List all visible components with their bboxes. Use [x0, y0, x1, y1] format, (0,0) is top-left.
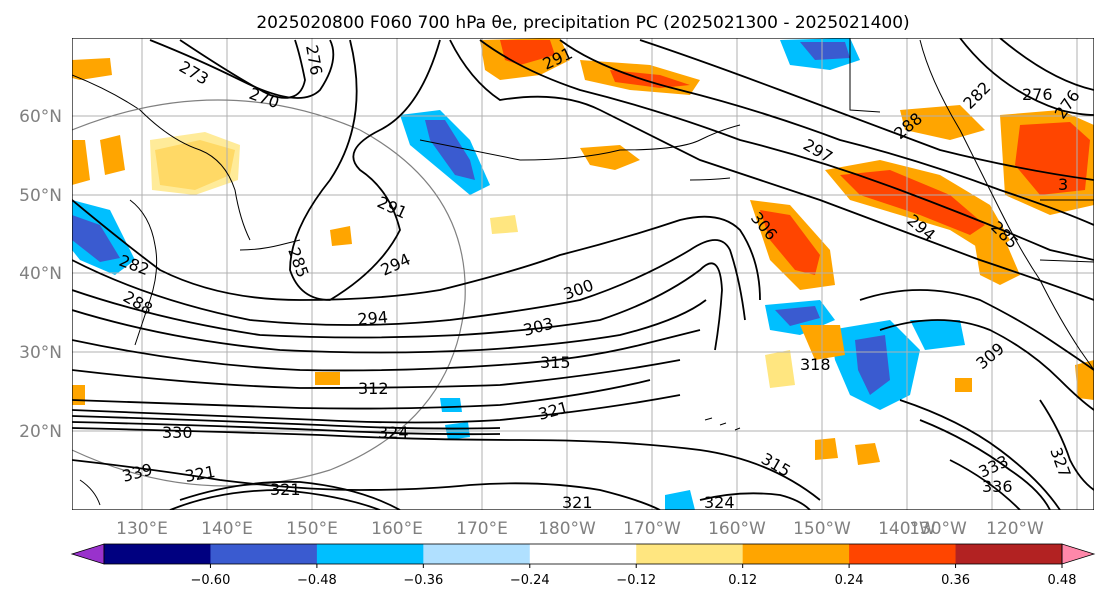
- shade-yellow-blob: [490, 215, 518, 234]
- colorbar-segment: [636, 544, 744, 564]
- shade-darkblue-blob: [855, 335, 890, 395]
- shade-orange-blob: [975, 240, 1020, 285]
- contour-label: 330: [162, 423, 193, 442]
- colorbar-extend-high: [1061, 543, 1096, 565]
- colorbar-tick-label: −0.60: [191, 573, 231, 588]
- contour-label: 315: [540, 353, 571, 372]
- colorbar-segment: [849, 544, 957, 564]
- colorbar-tick-label: 0.24: [835, 573, 864, 588]
- colorbar-extend-low: [70, 543, 105, 565]
- colorbar-tick-label: −0.48: [297, 573, 337, 588]
- contour-label: 321: [562, 493, 593, 512]
- shade-orange-blob: [900, 105, 985, 140]
- shade-orange-blob: [855, 443, 880, 465]
- shade-orange-blob: [72, 140, 90, 185]
- lat-label: 60°N: [19, 107, 62, 127]
- colorbar-tick-label: −0.12: [616, 573, 656, 588]
- lon-label: 130°W: [909, 519, 967, 539]
- lon-label: 160°E: [371, 519, 423, 539]
- shade-blue-blob: [665, 490, 695, 510]
- colorbar-segment: [742, 544, 850, 564]
- shade-orange-blob: [72, 385, 85, 405]
- latitude-labels: 60°N 50°N 40°N 30°N 20°N: [19, 107, 62, 442]
- colorbar-tick-label: −0.24: [510, 573, 550, 588]
- figure-title: 2025020800 F060 700 hPa θe, precipitatio…: [256, 13, 909, 33]
- shade-orange-blob: [580, 145, 640, 170]
- lon-label: 130°E: [116, 519, 168, 539]
- lon-label: 170°W: [623, 519, 681, 539]
- colorbar-segment: [423, 544, 531, 564]
- shade-blue-blob: [910, 320, 965, 350]
- shade-orange-blob: [100, 135, 125, 175]
- lon-label: 140°E: [201, 519, 253, 539]
- shade-orange-blob: [330, 226, 352, 246]
- colorbar-segment: [316, 544, 424, 564]
- theta-e-contours: [72, 38, 1094, 510]
- lon-label: 140°W: [878, 519, 936, 539]
- colorbar-segment: [104, 544, 211, 564]
- contour-label: 294: [357, 307, 389, 329]
- coastlines: [72, 38, 1094, 506]
- colorbar-tick-label: 0.36: [941, 573, 970, 588]
- shade-darkblue-blob: [775, 306, 820, 326]
- shade-orange-blob: [72, 58, 112, 80]
- shade-orange-blob: [955, 378, 972, 392]
- lon-label: 150°E: [286, 519, 338, 539]
- lat-label: 20°N: [19, 422, 62, 442]
- contour-label: 318: [800, 355, 831, 374]
- shade-darkblue-blob: [800, 42, 850, 60]
- gridlines: [72, 38, 1094, 510]
- colorbar-frame: [103, 543, 1063, 565]
- shade-orange-blob: [1075, 360, 1094, 400]
- lon-label: 160°W: [708, 519, 766, 539]
- contour-label: 276: [1022, 85, 1053, 104]
- shade-red-blob: [500, 40, 555, 65]
- shade-orange-blob: [815, 438, 838, 460]
- lon-label: 120°W: [986, 519, 1044, 539]
- precip-shading: [72, 38, 1094, 510]
- contour-label: 312: [358, 379, 389, 398]
- contour-label: 321: [270, 480, 301, 499]
- shade-blue-blob: [440, 398, 462, 412]
- lon-label: 150°W: [793, 519, 851, 539]
- contour-label: 3: [1058, 175, 1068, 194]
- lon-label: 180°W: [538, 519, 596, 539]
- shade-yellow-blob: [765, 350, 795, 388]
- shade-red-blob: [760, 210, 820, 275]
- colorbar-tick-label: −0.36: [403, 573, 443, 588]
- shade-yellow-blob: [150, 132, 240, 195]
- shade-darkblue-blob: [425, 120, 475, 180]
- lat-label: 40°N: [19, 264, 62, 284]
- longitude-labels: 130°E 140°E 150°E 160°E 170°E 180°W 170°…: [116, 519, 1044, 539]
- colorbar-segment: [210, 544, 318, 564]
- colorbar-tick-label: 0.12: [728, 573, 757, 588]
- map-panel: 273 270 276 291 297 288 282 276 291 294 …: [72, 38, 1094, 512]
- colorbar-segment: [955, 544, 1063, 564]
- lon-label: 170°E: [456, 519, 508, 539]
- colorbar-tick-label: 0.48: [1048, 573, 1077, 588]
- colorbar: −0.60 −0.48 −0.36 −0.24 −0.12 0.12 0.24 0.36 0.4…: [70, 543, 1096, 588]
- contour-label: 336: [982, 477, 1013, 496]
- contour-label: 324: [378, 423, 409, 442]
- colorbar-segment: [529, 544, 637, 564]
- lat-label: 50°N: [19, 186, 62, 206]
- shade-darkblue-blob: [72, 215, 120, 262]
- lat-label: 30°N: [19, 343, 62, 363]
- shade-orange-blob: [315, 372, 340, 385]
- contour-label: 324: [704, 493, 735, 512]
- shade-red-blob: [840, 170, 985, 235]
